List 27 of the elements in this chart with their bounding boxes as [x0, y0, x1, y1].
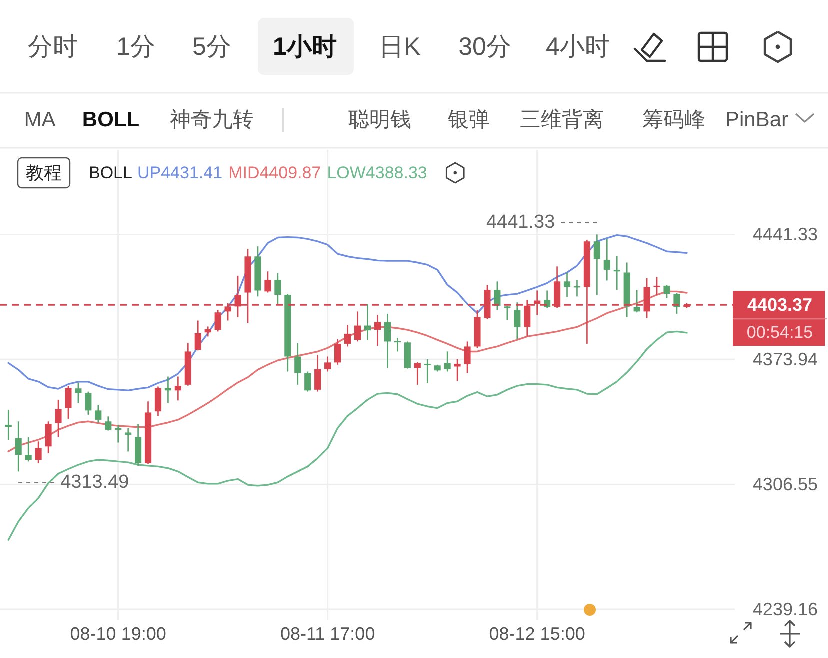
legend: BOLL UP4431.41 MID4409.87 LOW4388.33 [89, 164, 428, 182]
text: 日K [379, 33, 422, 61]
text: 1分 [116, 33, 156, 61]
text: 4小时 [546, 33, 610, 61]
text: 教程 [26, 163, 62, 183]
text: 5分 [192, 33, 232, 61]
text: MA [24, 108, 56, 132]
y-tick-label: 4239.16 [752, 600, 818, 620]
text: 筹码峰 [642, 108, 706, 132]
text: 聪明钱 [348, 108, 412, 132]
text: PinBar [725, 108, 789, 132]
text: 三维背离 [520, 108, 604, 132]
text: 银弹 [447, 108, 490, 132]
text: 1小时 [273, 33, 337, 61]
y-tick-label: 4306.55 [752, 474, 818, 495]
text: BOLL [82, 108, 140, 132]
x-tick-label: 08-12 15:00 [489, 624, 586, 644]
text: 00:54:15 [746, 323, 814, 342]
text: 分时 [28, 33, 78, 61]
text: 30分 [458, 33, 512, 61]
y-tick-label: 4373.94 [752, 350, 818, 370]
annotation: 4313.49 [60, 472, 130, 494]
text: 神奇九转 [170, 108, 254, 132]
x-tick-label: 08-11 17:00 [280, 624, 376, 644]
x-tick-label: 08-10 19:00 [70, 624, 166, 644]
ref-line-label: 4403.37 [747, 295, 813, 316]
y-tick-label: 4441.33 [752, 224, 818, 245]
